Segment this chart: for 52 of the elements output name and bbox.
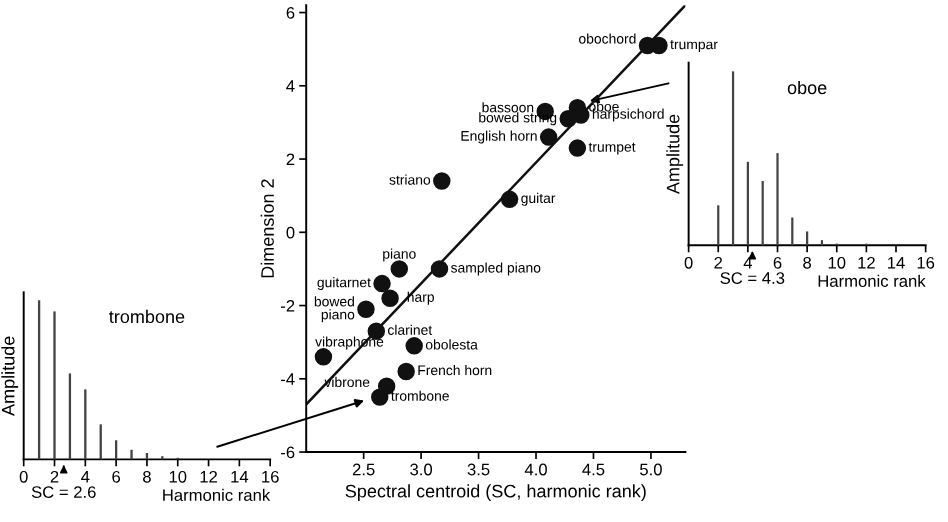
- x-tick-label: 4.5: [582, 463, 605, 476]
- x-axis-title: Harmonic rank: [163, 488, 271, 502]
- x-tick-label: 4.0: [524, 463, 547, 476]
- y-axis-title: Dimension 2: [260, 179, 274, 278]
- x-tick-label: 2.5: [352, 463, 375, 476]
- annotation: SC = 2.6: [31, 486, 96, 498]
- x-tick-label: 0: [684, 256, 693, 269]
- point: [405, 337, 423, 355]
- x-tick-label: 3.0: [410, 463, 433, 476]
- point: [539, 128, 558, 146]
- annotation: SC = 4.3: [720, 272, 785, 284]
- y-tick-label: -4: [281, 373, 295, 385]
- y-tick-label: 4: [286, 80, 295, 92]
- x-tick-label: 8: [143, 470, 151, 483]
- x-tick-label: 6: [773, 256, 782, 269]
- x-tick-label: 3.5: [467, 463, 490, 476]
- point: [373, 274, 391, 293]
- chart-title: oboe: [787, 80, 827, 95]
- x-tick-label: 10: [169, 470, 187, 483]
- x-tick-label: 14: [231, 471, 249, 483]
- point: [381, 289, 399, 307]
- x-tick-label: 2: [50, 470, 59, 483]
- point: [371, 388, 389, 406]
- chart-title: trombone: [109, 309, 185, 324]
- x-tick-label: 4: [743, 257, 753, 269]
- x-tick-label: 16: [262, 470, 279, 483]
- y-tick-label: 6: [286, 6, 295, 19]
- y-tick-label: 2: [286, 153, 295, 166]
- x-tick-label: 12: [200, 470, 217, 483]
- x-tick-label: 0: [19, 470, 28, 483]
- y-axis-title: Amplitude: [1, 336, 19, 416]
- point: [357, 300, 375, 318]
- point: [568, 139, 587, 157]
- x-axis-title: Harmonic rank: [818, 274, 926, 288]
- x-tick-label: 12: [858, 256, 875, 269]
- y-tick-label: 0: [286, 226, 295, 239]
- y-axis-title: Amplitude: [666, 114, 684, 195]
- point: [500, 190, 519, 209]
- x-tick-label: 14: [888, 257, 905, 269]
- x-tick-label: 16: [917, 256, 935, 269]
- point: [397, 362, 415, 381]
- x-tick-label: 6: [112, 470, 121, 483]
- point: [433, 172, 451, 190]
- x-tick-label: 10: [828, 256, 846, 269]
- x-tick-label: 8: [803, 256, 812, 269]
- x-tick-label: 4: [81, 471, 90, 483]
- x-axis-title: Spectral centroid (SC, harmonic rank): [345, 484, 646, 502]
- point: [430, 260, 449, 278]
- x-tick-label: 2: [714, 256, 723, 269]
- x-tick-label: 5.0: [640, 463, 662, 476]
- y-tick-label: -6: [281, 446, 295, 459]
- y-tick-label: -2: [281, 299, 295, 312]
